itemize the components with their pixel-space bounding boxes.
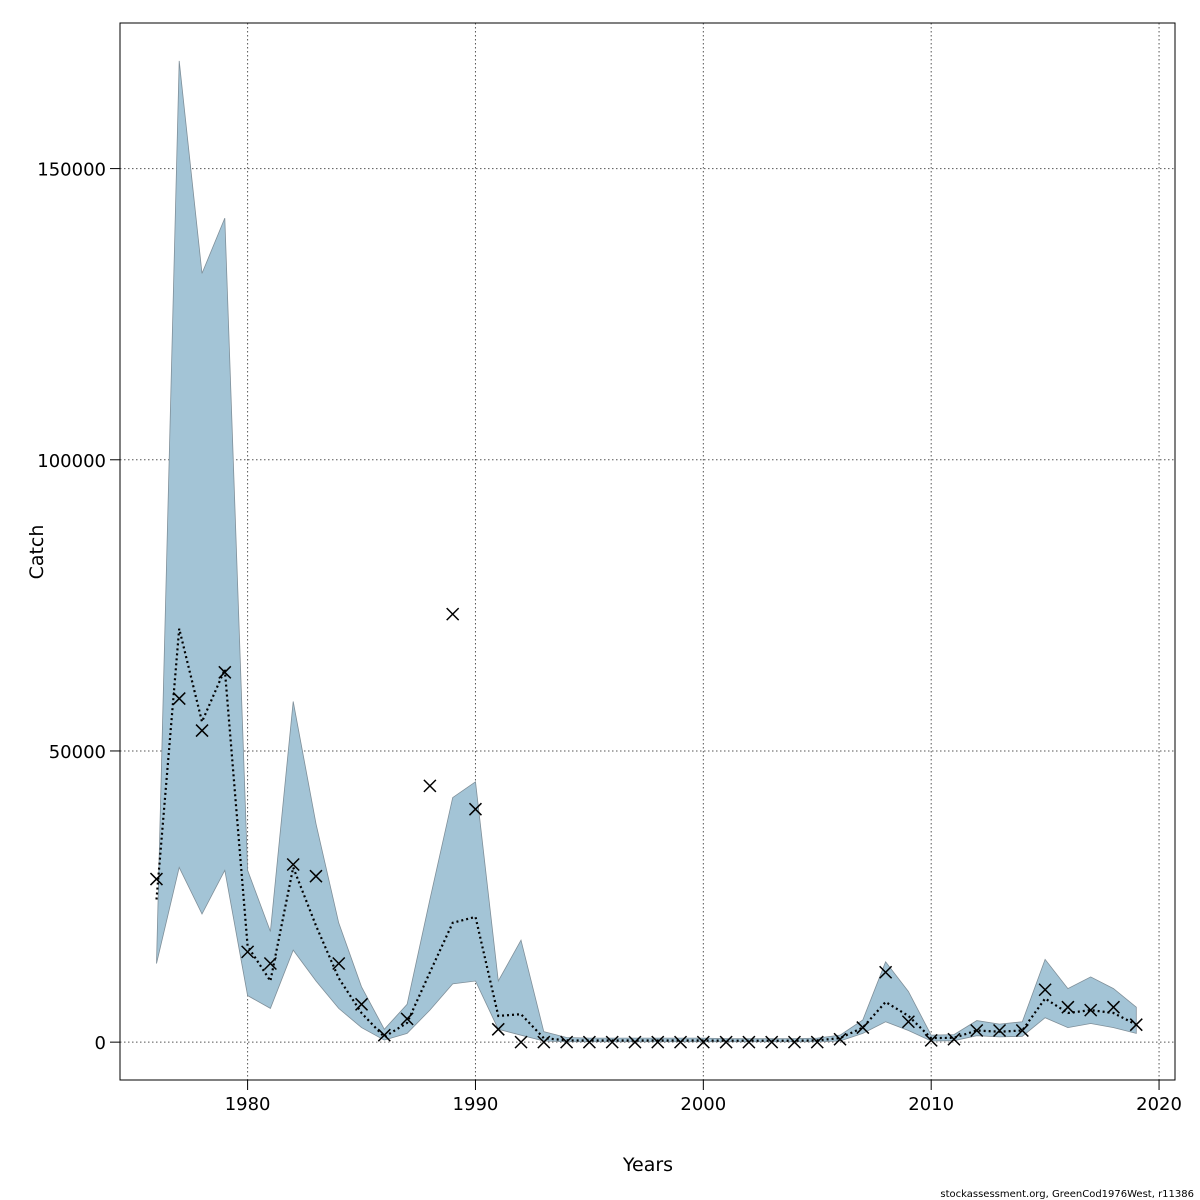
observed-point-marker xyxy=(947,1032,961,1046)
observed-point-marker xyxy=(810,1035,824,1049)
observed-point-marker xyxy=(856,1021,870,1035)
observed-point-marker xyxy=(696,1035,710,1049)
observed-point-marker xyxy=(263,956,277,971)
observed-point-marker xyxy=(765,1035,779,1049)
y-tick-label: 50000 xyxy=(49,742,106,763)
observed-point-marker xyxy=(309,869,323,883)
y-tick-label: 0 xyxy=(95,1033,106,1054)
confidence-band xyxy=(156,60,1137,1043)
observed-point-marker xyxy=(514,1035,528,1049)
observed-point-marker xyxy=(628,1035,642,1049)
observed-point-marker xyxy=(332,956,346,971)
observed-point-marker xyxy=(286,857,300,872)
observed-point-marker xyxy=(901,1015,915,1029)
observed-point-marker xyxy=(879,965,893,979)
x-tick-label: 2020 xyxy=(1136,1094,1182,1115)
observed-point-marker xyxy=(1038,983,1052,997)
observed-point-marker xyxy=(218,665,232,679)
observed-point-marker xyxy=(605,1035,619,1049)
observed-point-marker xyxy=(468,802,482,816)
y-axis: 0 50000 100000 150000 xyxy=(37,23,121,1080)
observed-point-marker xyxy=(993,1023,1007,1038)
observed-point-marker xyxy=(446,607,460,621)
observed-point-marker xyxy=(1106,1000,1121,1014)
footer-credit: stockassessment.org, GreenCod1976West, r… xyxy=(940,1189,1194,1200)
y-axis-title: Catch xyxy=(26,525,48,580)
observed-point-marker xyxy=(582,1035,596,1049)
observed-point-marker xyxy=(1129,1018,1143,1032)
observed-point-marker xyxy=(1015,1023,1029,1038)
observed-point-marker xyxy=(787,1035,802,1049)
observed-point-marker xyxy=(537,1035,551,1049)
observed-point-marker xyxy=(377,1028,391,1042)
observed-point-marker xyxy=(195,724,209,738)
observed-point-marker xyxy=(172,692,186,706)
y-tick-label: 100000 xyxy=(37,451,106,472)
x-tick-label: 1980 xyxy=(225,1094,271,1115)
observed-point-marker xyxy=(560,1035,574,1049)
observed-point-marker xyxy=(400,1012,414,1026)
observed-point-marker xyxy=(970,1023,984,1038)
confidence-band-area xyxy=(156,60,1137,1043)
y-tick-label: 150000 xyxy=(37,160,106,181)
x-tick-label: 2000 xyxy=(680,1094,726,1115)
observed-point-marker xyxy=(1061,1000,1075,1014)
observed-point-marker xyxy=(355,997,369,1011)
observed-point-marker xyxy=(1084,1003,1098,1017)
x-tick-label: 1990 xyxy=(453,1094,499,1115)
observed-point-marker xyxy=(491,1022,505,1036)
observed-point-marker xyxy=(651,1035,665,1049)
observed-point-marker xyxy=(674,1035,688,1049)
observed-points xyxy=(149,607,1143,1049)
observed-point-marker xyxy=(742,1035,756,1049)
x-axis: 1980 1990 2000 2010 2020 xyxy=(120,1079,1182,1115)
observed-point-marker xyxy=(423,779,437,793)
x-tick-label: 2010 xyxy=(908,1094,954,1115)
observed-point-marker xyxy=(833,1032,847,1046)
observed-point-marker xyxy=(241,945,255,959)
observed-point-marker xyxy=(924,1033,938,1047)
observed-point-marker xyxy=(719,1035,733,1049)
x-axis-title: Years xyxy=(622,1154,673,1176)
observed-point-marker xyxy=(149,872,163,886)
